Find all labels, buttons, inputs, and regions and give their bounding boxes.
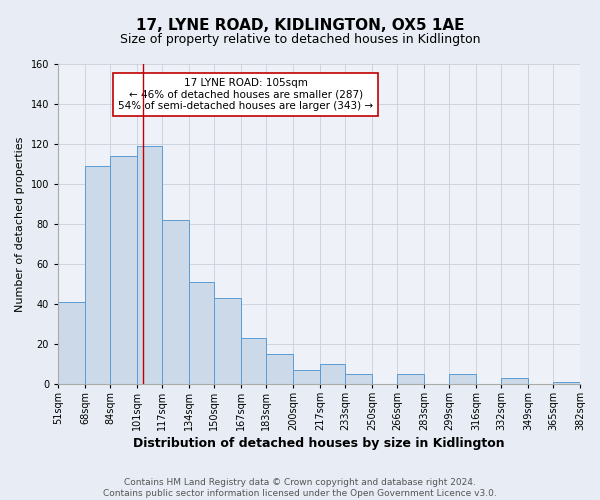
X-axis label: Distribution of detached houses by size in Kidlington: Distribution of detached houses by size …	[133, 437, 505, 450]
Bar	[320, 364, 345, 384]
Bar	[553, 382, 580, 384]
Bar	[293, 370, 320, 384]
Text: 17 LYNE ROAD: 105sqm
← 46% of detached houses are smaller (287)
54% of semi-deta: 17 LYNE ROAD: 105sqm ← 46% of detached h…	[118, 78, 373, 111]
Bar	[85, 166, 110, 384]
Bar	[345, 374, 372, 384]
Bar	[449, 374, 476, 384]
Bar	[137, 146, 162, 384]
Bar	[110, 156, 137, 384]
Text: 17, LYNE ROAD, KIDLINGTON, OX5 1AE: 17, LYNE ROAD, KIDLINGTON, OX5 1AE	[136, 18, 464, 32]
Bar	[162, 220, 189, 384]
Bar	[266, 354, 293, 384]
Text: Contains HM Land Registry data © Crown copyright and database right 2024.
Contai: Contains HM Land Registry data © Crown c…	[103, 478, 497, 498]
Text: Size of property relative to detached houses in Kidlington: Size of property relative to detached ho…	[120, 32, 480, 46]
Bar	[241, 338, 266, 384]
Bar	[501, 378, 528, 384]
Bar	[58, 302, 85, 384]
Bar	[214, 298, 241, 384]
Bar	[189, 282, 214, 384]
Bar	[397, 374, 424, 384]
Y-axis label: Number of detached properties: Number of detached properties	[15, 136, 25, 312]
